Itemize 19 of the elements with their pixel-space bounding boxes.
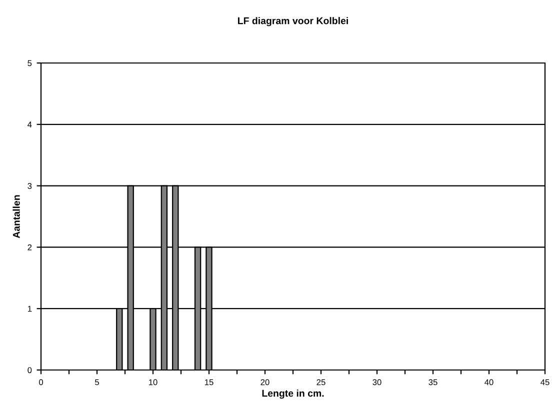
- x-tick-label: 0: [39, 379, 43, 386]
- chart-title: LF diagram voor Kolblei: [238, 17, 348, 26]
- y-tick-label: 2: [28, 244, 32, 250]
- x-tick-label: 45: [540, 379, 550, 386]
- y-tick-label: 3: [28, 183, 32, 189]
- y-tick-label: 0: [28, 367, 32, 374]
- x-tick-label: 40: [484, 379, 494, 386]
- x-tick-label: 10: [149, 379, 158, 386]
- x-tick-label: 35: [428, 379, 438, 386]
- x-tick-label: 15: [205, 379, 214, 386]
- x-tick-label: 20: [260, 379, 270, 386]
- x-tick-label: 30: [372, 379, 382, 386]
- y-tick-label: 1: [28, 306, 32, 312]
- y-tick-label: 4: [28, 122, 32, 128]
- x-tick-label: 25: [316, 379, 326, 386]
- y-tick-label: 5: [28, 60, 32, 66]
- x-axis-title: Lengte in cm.: [262, 390, 324, 399]
- y-axis-title: Aantallen: [12, 195, 20, 238]
- x-tick-label: 5: [95, 379, 99, 386]
